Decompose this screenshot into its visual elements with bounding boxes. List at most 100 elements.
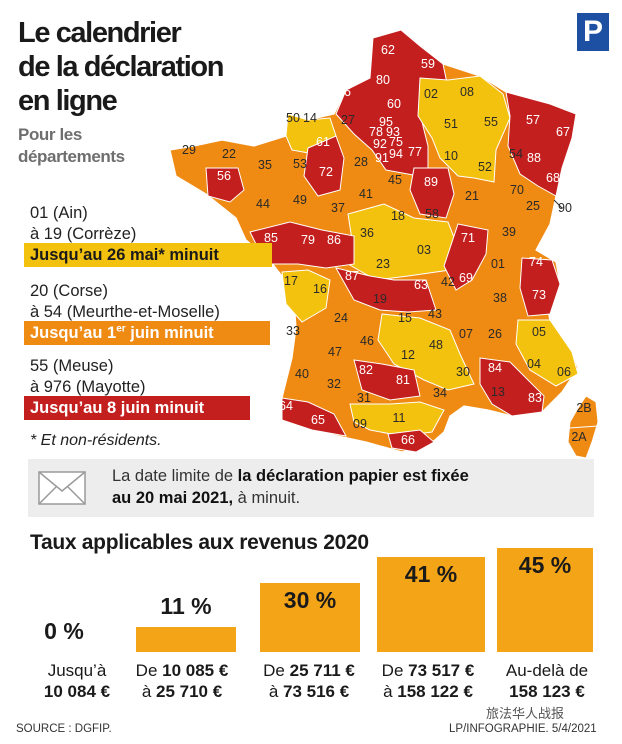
group-3-start: 55 (Meuse): [30, 357, 114, 375]
department-label-38: 38: [493, 291, 507, 305]
zone-tarn-red: [353, 359, 421, 401]
department-label-02: 02: [424, 87, 438, 101]
department-label-58: 58: [425, 207, 439, 221]
zone-vendee-red: [249, 221, 355, 269]
bracket-caption-41: De 73 517 € à 158 122 €: [364, 660, 492, 702]
paper-deadline-text: La date limite de la déclaration papier …: [112, 465, 582, 509]
bracket-caption-0: Jusqu’à 10 084 €: [13, 660, 141, 702]
department-label-54: 54: [509, 147, 523, 161]
department-label-01: 01: [491, 257, 505, 271]
le-parisien-logo: P: [577, 13, 609, 51]
department-label-50: 50: [286, 111, 300, 125]
department-label-81: 81: [396, 373, 410, 387]
mainland-france: [169, 29, 579, 453]
zone-provence-red: [479, 357, 545, 417]
group-2-start: 20 (Corse): [30, 282, 108, 300]
department-label-80: 80: [376, 73, 390, 87]
group-1-deadline: Jusqu’au 26 mai* minuit: [24, 243, 272, 267]
department-label-82: 82: [359, 363, 373, 377]
department-label-76: 76: [337, 85, 351, 99]
department-label-71: 71: [461, 231, 475, 245]
department-label-68: 68: [546, 171, 560, 185]
zone-burgundy-red: [409, 167, 455, 219]
department-label-72: 72: [319, 165, 333, 179]
infographic-credit: LP/INFOGRAPHIE. 5/4/2021: [449, 723, 597, 735]
zone-pyrenees-red: [281, 397, 347, 437]
department-label-67: 67: [556, 125, 570, 139]
department-label-60: 60: [387, 97, 401, 111]
department-label-14: 14: [303, 111, 317, 125]
source-credit: SOURCE : DGFIP.: [16, 723, 112, 735]
department-label-2A: 2A: [571, 430, 587, 444]
department-label-95: 95: [379, 115, 393, 129]
department-label-15: 15: [398, 311, 412, 325]
department-label-08: 08: [460, 85, 474, 99]
bracket-41-pre1: De: [381, 661, 409, 680]
department-label-52: 52: [478, 160, 492, 174]
department-label-69: 69: [459, 271, 473, 285]
bracket-41-amount1: 73 517 €: [408, 661, 475, 680]
paper-text-4: à minuit.: [233, 489, 301, 507]
department-label-92: 92: [373, 137, 387, 151]
department-label-75: 75: [389, 135, 403, 149]
department-label-12: 12: [401, 348, 415, 362]
group-2-deadline-sup: er: [116, 323, 126, 335]
department-label-40: 40: [295, 367, 309, 381]
department-label-70: 70: [510, 183, 524, 197]
department-label-73: 73: [532, 288, 546, 302]
department-label-35: 35: [258, 158, 272, 172]
rate-bar-30: [260, 583, 360, 652]
rate-label-41: 41 %: [404, 561, 458, 587]
department-label-31: 31: [357, 391, 371, 405]
bracket-30-amount1: 25 711 €: [289, 661, 355, 680]
bracket-caption-45: Au-delà de 158 123 €: [483, 660, 611, 702]
department-label-74: 74: [529, 255, 543, 269]
subtitle-line: départements: [18, 147, 125, 166]
title-line: de la déclaration: [18, 51, 224, 83]
department-label-86: 86: [327, 233, 341, 247]
department-label-23: 23: [376, 257, 390, 271]
rate-label-45: 45 %: [518, 552, 572, 578]
paper-text-3: au 20 mai 2021,: [112, 489, 234, 507]
rate-bar-45: [497, 548, 593, 652]
bracket-30-amount2: 73 516 €: [283, 682, 350, 701]
title-line: en ligne: [18, 85, 118, 117]
department-label-2B: 2B: [576, 401, 591, 415]
department-label-17: 17: [284, 274, 298, 288]
zone-savoie-red: [519, 257, 561, 317]
zone-roussillon-red: [387, 429, 435, 453]
rates-title: Taux applicables aux revenus 2020: [30, 531, 369, 554]
department-label-77: 77: [408, 145, 422, 159]
department-label-03: 03: [417, 243, 431, 257]
zone-charente-yellow: [281, 269, 331, 323]
department-label-87: 87: [345, 269, 359, 283]
department-label-27: 27: [341, 113, 355, 127]
department-label-49: 49: [293, 193, 307, 207]
department-label-37: 37: [331, 201, 345, 215]
department-label-51: 51: [444, 117, 458, 131]
department-label-78: 78: [369, 125, 383, 139]
rate-label-11: 11 %: [160, 593, 212, 619]
rate-label-30: 30 %: [283, 587, 337, 613]
bracket-45-amount: 158 123 €: [509, 682, 585, 701]
bracket-0-amount: 10 084 €: [43, 682, 111, 701]
department-label-18: 18: [391, 209, 405, 223]
zone-rhone-red: [443, 223, 489, 291]
rate-bar-41: [377, 557, 485, 652]
rate-label-0: 0 %: [44, 618, 84, 644]
department-label-07: 07: [459, 327, 473, 341]
department-label-28: 28: [354, 155, 368, 169]
department-label-84: 84: [488, 361, 502, 375]
group-3-deadline: Jusqu’au 8 juin minuit: [24, 396, 250, 420]
department-label-61: 61: [316, 135, 330, 149]
zone-east-red: [505, 91, 577, 197]
page-title: Le calendrier de la déclaration en ligne: [18, 16, 258, 118]
department-label-05: 05: [532, 325, 546, 339]
group-2-deadline: Jusqu’au 1er juin minuit: [24, 321, 270, 345]
bracket-41-pre2: à: [383, 682, 398, 701]
zone-alps-yellow: [515, 319, 579, 387]
group-3-range: 55 (Meuse) à 976 (Mayotte): [30, 356, 146, 398]
group-1-start: 01 (Ain): [30, 204, 88, 222]
department-label-25: 25: [526, 199, 540, 213]
department-label-48: 48: [429, 338, 443, 352]
